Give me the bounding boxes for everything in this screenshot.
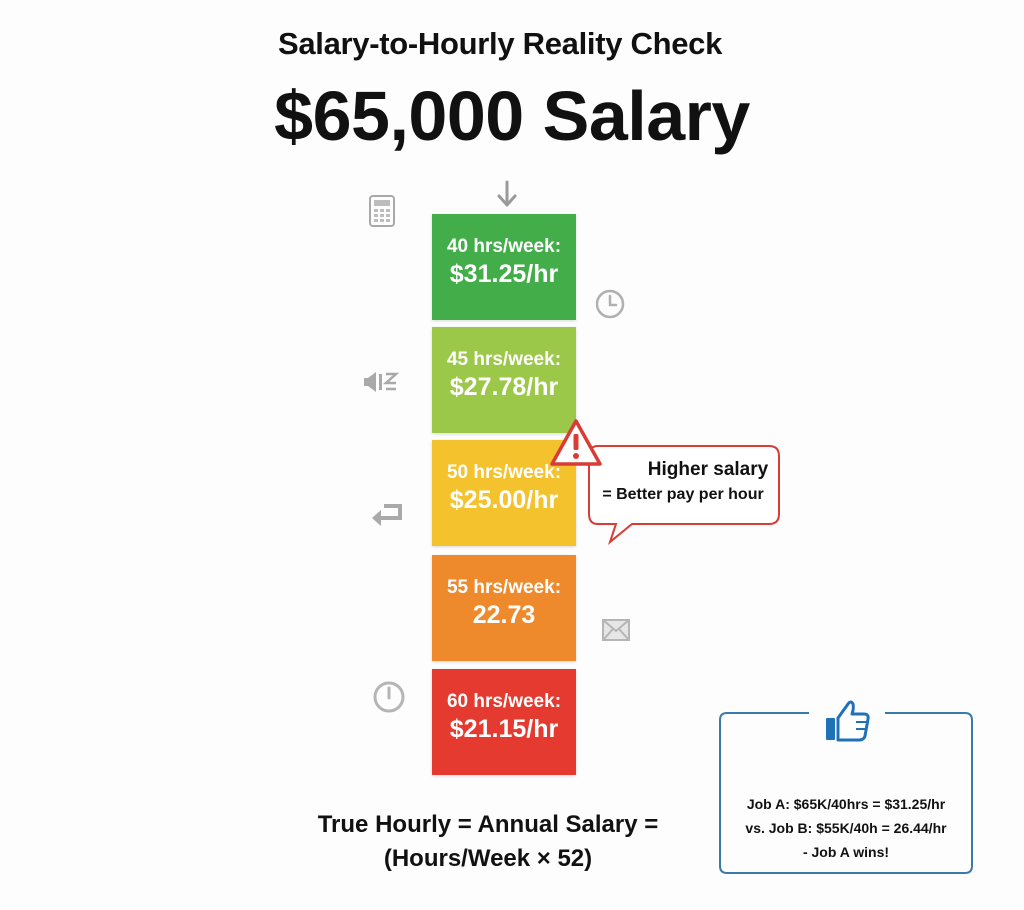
tier-hours-label: 50 hrs/week: xyxy=(446,462,562,483)
clock-icon xyxy=(595,289,625,319)
envelope-icon xyxy=(602,619,630,641)
tier-hours-label: 60 hrs/week: xyxy=(446,691,562,712)
tier-rate-value: 22.73 xyxy=(472,601,536,629)
comparison-text: Job A: $65K/40hrs = $31.25/hr vs. Job B:… xyxy=(719,792,973,864)
formula-line-2: (Hours/Week × 52) xyxy=(383,845,593,872)
tier-55-hours: 55 hrs/week: 22.73 xyxy=(432,555,576,661)
arrow-down-icon xyxy=(497,180,517,207)
comparison-line-2: vs. Job B: $55K/40h = 26.44/hr xyxy=(745,820,947,836)
sound-icon xyxy=(364,372,400,392)
warning-icon xyxy=(550,419,602,466)
tier-40-hours: 40 hrs/week: $31.25/hr xyxy=(432,214,576,320)
alarm-clock-icon xyxy=(373,681,405,713)
comparison-box: Job A: $65K/40hrs = $31.25/hr vs. Job B:… xyxy=(719,700,973,874)
formula: True Hourly = Annual Salary = (Hours/Wee… xyxy=(288,808,688,876)
callout-title: Higher salary xyxy=(647,459,769,480)
subtitle: Salary-to-Hourly Reality Check xyxy=(277,26,723,61)
tier-hours-label: 45 hrs/week: xyxy=(446,349,562,370)
comparison-line-1: Job A: $65K/40hrs = $31.25/hr xyxy=(746,796,946,812)
tier-hours-label: 55 hrs/week: xyxy=(446,577,562,598)
tier-rate-value: $21.15/hr xyxy=(449,715,559,743)
return-arrow-icon xyxy=(372,504,402,526)
tier-rate-value: $27.78/hr xyxy=(449,373,559,401)
formula-line-1: True Hourly = Annual Salary = xyxy=(317,811,659,838)
page-title: $65,000 Salary xyxy=(274,77,750,155)
calculator-icon xyxy=(369,195,395,227)
tier-rate-value: $25.00/hr xyxy=(449,486,559,514)
comparison-line-3: - Job A wins! xyxy=(802,844,890,860)
tier-rate-value: $31.25/hr xyxy=(449,260,559,288)
tier-45-hours: 45 hrs/week: $27.78/hr xyxy=(432,327,576,433)
tier-hours-label: 40 hrs/week: xyxy=(446,236,562,257)
callout-body: = Better pay per hour xyxy=(602,486,764,503)
tier-60-hours: 60 hrs/week: $21.15/hr xyxy=(432,669,576,775)
tier-50-hours: 50 hrs/week: $25.00/hr xyxy=(432,440,576,546)
thumbs-up-icon xyxy=(826,700,870,742)
